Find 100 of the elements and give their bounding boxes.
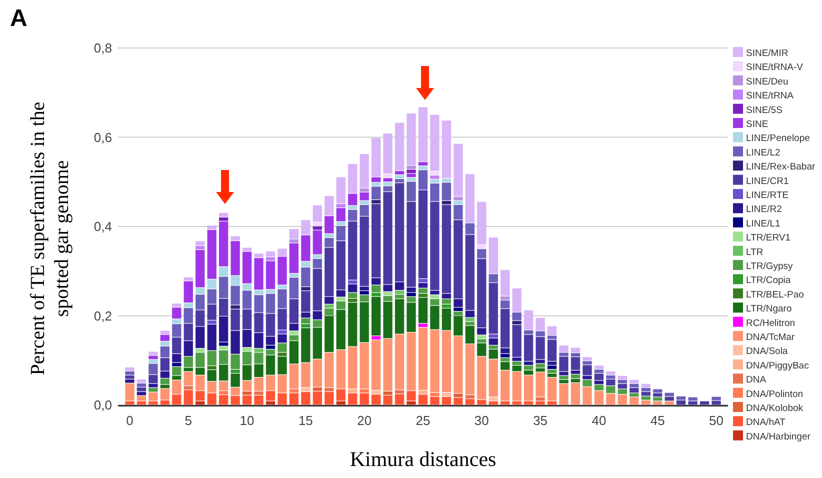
bar [488,338,498,345]
bar [336,222,346,226]
bar [266,257,276,261]
bar [312,387,322,391]
bar [430,202,440,290]
bar [230,241,240,276]
bar [547,370,557,374]
bar [430,114,440,171]
bar [312,254,322,258]
bar [336,241,346,290]
bar [160,388,170,400]
bar [196,250,205,288]
bar [360,188,369,192]
legend-label: DNA/Harbinger [746,431,810,442]
bar [196,241,205,246]
bar [242,284,252,290]
bar [348,346,358,389]
bar [207,382,216,393]
bar [360,302,369,342]
bar [465,310,474,318]
bar [653,389,662,393]
bar [289,278,299,298]
bar [360,393,369,405]
bar [618,376,627,380]
bar [360,286,369,290]
bar [536,331,545,336]
bar [500,308,510,348]
bar [500,358,510,362]
bar [477,258,486,328]
bar [524,362,534,365]
bar [430,396,440,405]
bar [383,292,392,296]
bar [488,283,498,334]
bar [196,348,205,352]
bar [207,366,216,370]
bar [278,393,287,405]
x-tick-label: 45 [650,413,665,428]
bar [278,352,287,356]
y-tick-label: 0,4 [94,219,112,234]
bar [582,365,592,376]
bar [500,300,510,308]
bar [266,294,276,314]
bar [406,178,416,182]
bar [394,122,404,170]
bar [488,274,498,282]
bar [360,154,369,188]
bar [594,384,604,390]
bar [688,401,698,405]
bar [500,270,510,296]
bar [418,298,428,324]
bar [324,238,334,248]
bar [488,359,498,397]
bar [348,284,358,292]
bar [148,352,158,356]
legend-label: LTR/Gypsy [746,261,794,272]
bar [184,308,193,324]
bar [394,290,404,294]
bar [465,322,474,326]
bar [430,290,440,294]
bar [418,107,428,162]
bar [418,294,428,298]
bar [172,366,182,376]
legend-label: LINE/R2 [746,204,782,216]
bar [289,335,299,340]
bar [406,166,416,170]
bar [394,282,404,290]
bar [418,162,428,166]
bar [477,343,486,356]
bar [641,392,650,396]
legend-label: SINE/MIR [746,48,788,59]
legend-label: DNA/TcMar [746,332,795,343]
bar [630,384,639,388]
bar [618,389,627,394]
bar [172,362,182,366]
bar [418,190,428,278]
bar [606,371,616,375]
legend-label: LINE/L2 [746,147,780,158]
bar [172,304,182,307]
bar [266,350,276,355]
bar [148,392,158,401]
bar [230,387,240,396]
bar [301,291,310,312]
bar [676,396,686,400]
bar [477,245,486,249]
bar [324,352,334,388]
bar [148,364,158,374]
bar [301,392,310,405]
bar [196,391,205,401]
bar [348,221,358,280]
bar [383,338,392,391]
bar [348,194,358,206]
bar [500,370,510,401]
bar [289,324,299,331]
bar [559,352,568,356]
bar [289,274,299,278]
legend-label: LINE/L1 [746,218,780,230]
bar [312,222,322,226]
bar [219,346,228,350]
bar [348,389,358,393]
bar [488,350,498,359]
